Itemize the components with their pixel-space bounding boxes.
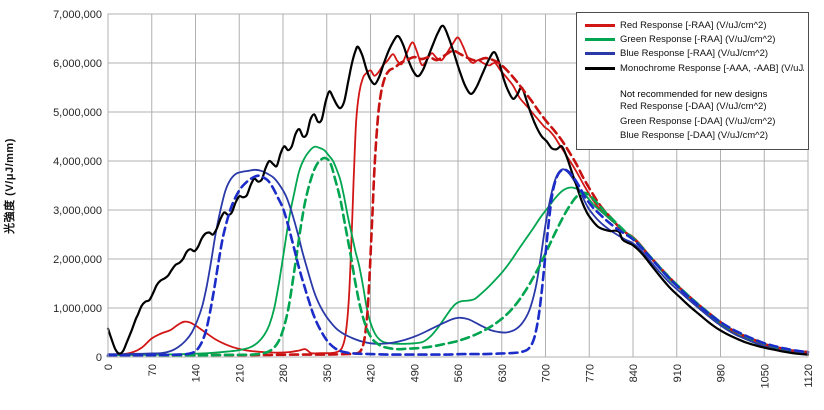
plot-border xyxy=(107,13,809,358)
x-tick-label: 770 xyxy=(584,364,596,382)
legend-item-monochrome: Monochrome Response [-AAA, -AAB] (V/uJ/c… xyxy=(585,61,804,75)
legend-item-green-daa: Green Response [-DAA] (V/uJ/cm^2) xyxy=(585,114,804,128)
legend-swatch-green-daa-dashed-line-icon xyxy=(585,120,615,123)
legend-swatch-red-daa-dashed-line-icon xyxy=(585,105,615,108)
x-tick-label: 1120 xyxy=(803,364,815,388)
legend-label: Green Response [-RAA] (V/uJ/cm^2) xyxy=(620,34,776,46)
series-line-blue-raa xyxy=(107,168,809,355)
legend-swatch-monochrome-line-icon xyxy=(585,66,615,70)
y-tick-label: 4,000,000 xyxy=(53,156,102,168)
y-tick-label: 2,000,000 xyxy=(53,254,102,266)
legend: Red Response [-RAA] (V/uJ/cm^2) Green Res… xyxy=(576,12,809,150)
x-tick-label: 210 xyxy=(234,364,246,382)
legend-label: Red Response [-RAA] (V/uJ/cm^2) xyxy=(620,19,767,31)
y-axis-title: 光強度 (V/μJ/mm) xyxy=(4,138,16,234)
legend-label: Green Response [-DAA] (V/uJ/cm^2) xyxy=(620,115,776,127)
legend-swatch-green-raa-line-icon xyxy=(585,38,615,42)
x-tick-label: 140 xyxy=(191,364,203,382)
x-tick-label: 840 xyxy=(628,364,640,382)
legend-swatch-blue-raa-line-icon xyxy=(585,52,615,56)
y-tick-label: 5,000,000 xyxy=(53,107,102,119)
legend-item-green-raa: Green Response [-RAA] (V/uJ/cm^2) xyxy=(585,32,804,46)
x-tick-label: 70 xyxy=(147,364,159,376)
legend-label: Blue Response [-DAA] (V/uJ/cm^2) xyxy=(620,130,769,142)
x-tick-label: 700 xyxy=(541,364,553,382)
legend-item-red-raa: Red Response [-RAA] (V/uJ/cm^2) xyxy=(585,18,804,32)
x-tick-label: 280 xyxy=(278,364,290,382)
axis-tick-labels: 0 1,000,000 2,000,000 3,000,000 4,000,000 5,0… xyxy=(53,9,815,388)
x-tick-label: 490 xyxy=(409,364,421,382)
legend-label: Blue Response [-RAA] (V/uJ/cm^2) xyxy=(620,48,769,60)
legend-swatch-red-raa-line-icon xyxy=(585,23,615,27)
y-tick-label: 7,000,000 xyxy=(53,9,102,21)
legend-item-red-daa: Red Response [-DAA] (V/uJ/cm^2) xyxy=(585,100,804,114)
x-tick-label: 350 xyxy=(322,364,334,382)
y-tick-label: 6,000,000 xyxy=(53,58,102,70)
series-line-blue-daa xyxy=(106,168,810,357)
y-tick-label: 1,000,000 xyxy=(53,303,102,315)
legend-item-blue-daa: Blue Response [-DAA] (V/uJ/cm^2) xyxy=(585,128,804,142)
series-line-monochrome xyxy=(106,24,810,356)
legend-label: Red Response [-DAA] (V/uJ/cm^2) xyxy=(620,101,767,113)
x-tick-label: 1050 xyxy=(759,364,771,388)
x-tick-label: 420 xyxy=(366,364,378,382)
legend-note: Not recommended for new designs xyxy=(620,88,768,100)
legend-item-blue-raa: Blue Response [-RAA] (V/uJ/cm^2) xyxy=(585,47,804,61)
x-tick-label: 980 xyxy=(716,364,728,382)
y-tick-label: 3,000,000 xyxy=(53,205,102,217)
x-tick-label: 630 xyxy=(497,364,509,382)
series-line-green-raa xyxy=(107,145,809,356)
x-tick-label: 910 xyxy=(672,364,684,382)
legend-label: Monochrome Response [-AAA, -AAB] (V/uJ/c… xyxy=(620,62,804,74)
y-tick-label: 0 xyxy=(96,352,102,364)
x-tick-label: 0 xyxy=(103,364,115,370)
legend-swatch-blue-daa-dashed-line-icon xyxy=(585,134,615,137)
x-tick-label: 560 xyxy=(453,364,465,382)
